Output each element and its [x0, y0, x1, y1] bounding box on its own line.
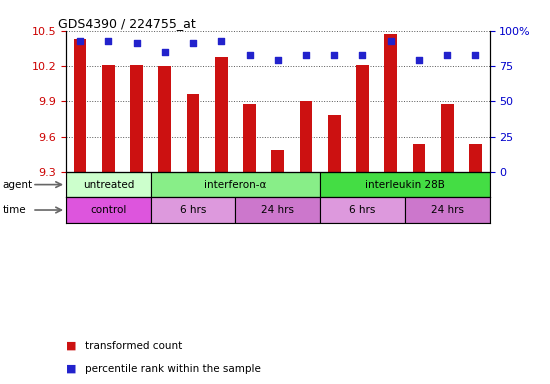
- Text: transformed count: transformed count: [85, 341, 183, 351]
- Bar: [151, 172, 320, 197]
- Bar: [130, 65, 143, 172]
- Bar: [151, 197, 235, 223]
- Text: interferon-α: interferon-α: [204, 180, 267, 190]
- Bar: [243, 104, 256, 172]
- Point: [245, 52, 254, 58]
- Bar: [300, 101, 312, 172]
- Text: ■: ■: [66, 364, 76, 374]
- Point: [415, 57, 424, 63]
- Point: [132, 40, 141, 46]
- Point: [358, 52, 367, 58]
- Point: [471, 52, 480, 58]
- Bar: [384, 34, 397, 172]
- Point: [189, 40, 197, 46]
- Text: time: time: [3, 205, 26, 215]
- Point: [301, 52, 310, 58]
- Bar: [320, 172, 490, 197]
- Bar: [215, 56, 228, 172]
- Bar: [66, 172, 151, 197]
- Text: 24 hrs: 24 hrs: [261, 205, 294, 215]
- Bar: [158, 66, 171, 172]
- Bar: [441, 104, 454, 172]
- Text: agent: agent: [3, 180, 33, 190]
- Text: untreated: untreated: [82, 180, 134, 190]
- Point: [161, 49, 169, 55]
- Point: [386, 38, 395, 44]
- Text: 24 hrs: 24 hrs: [431, 205, 464, 215]
- Bar: [102, 65, 115, 172]
- Bar: [412, 144, 425, 172]
- Bar: [66, 197, 151, 223]
- Text: GDS4390 / 224755_at: GDS4390 / 224755_at: [58, 17, 195, 30]
- Bar: [328, 116, 340, 172]
- Bar: [235, 197, 320, 223]
- Bar: [74, 39, 86, 172]
- Point: [273, 57, 282, 63]
- Bar: [186, 94, 200, 172]
- Text: percentile rank within the sample: percentile rank within the sample: [85, 364, 261, 374]
- Bar: [356, 65, 369, 172]
- Point: [217, 38, 226, 44]
- Point: [443, 52, 452, 58]
- Bar: [320, 197, 405, 223]
- Text: 6 hrs: 6 hrs: [349, 205, 376, 215]
- Text: 6 hrs: 6 hrs: [180, 205, 206, 215]
- Text: ■: ■: [66, 341, 76, 351]
- Point: [104, 38, 113, 44]
- Text: control: control: [90, 205, 126, 215]
- Point: [330, 52, 339, 58]
- Point: [76, 38, 85, 44]
- Bar: [405, 197, 490, 223]
- Bar: [469, 144, 482, 172]
- Text: interleukin 28B: interleukin 28B: [365, 180, 445, 190]
- Bar: [271, 149, 284, 172]
